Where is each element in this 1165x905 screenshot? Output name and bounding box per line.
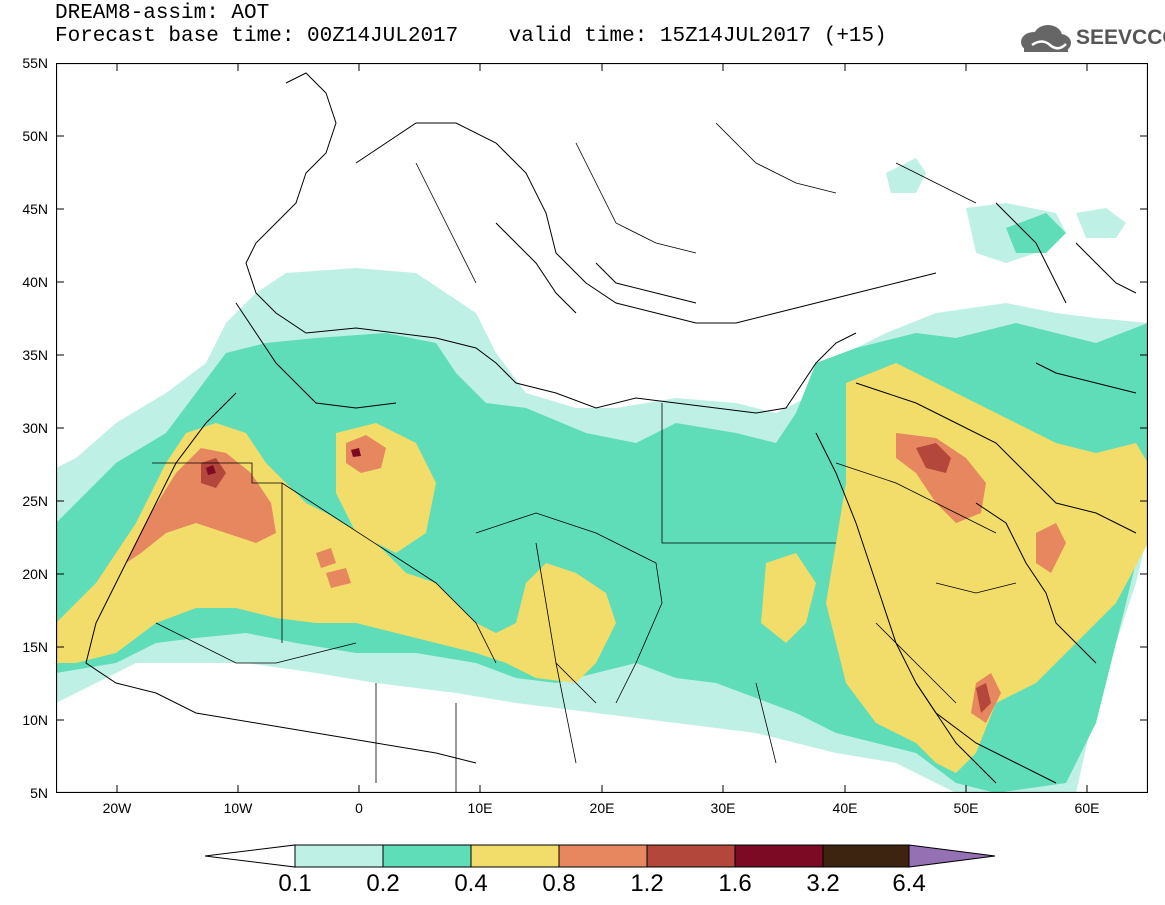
colorbar-label: 6.4 [892,870,926,897]
lat-label: 15N [22,639,48,655]
colorbar-min-arrow [205,844,296,868]
colorbar-label: 0.4 [454,870,488,897]
lon-label: 20E [589,800,615,816]
borders [152,122,1017,793]
colorbar-label: 0.8 [542,870,576,897]
colorbar-segment [646,844,736,868]
aot-field-extreme [201,443,991,713]
lon-label: 10W [223,800,253,816]
seevccc-logo: SEEVCCC [1018,24,1165,54]
lat-label: 35N [22,347,48,363]
coastlines [85,72,1137,784]
colorbar-segment [382,844,472,868]
lon-label: 20W [102,800,132,816]
lon-label: 50E [953,800,979,816]
lon-label: 30E [710,800,736,816]
lat-label: 40N [22,274,48,290]
aot-field-very-high [126,433,1066,723]
logo-text: SEEVCCC [1076,26,1165,49]
tick-marks [56,63,1148,793]
lat-label: 10N [22,712,48,728]
lat-label: 50N [22,128,48,144]
lon-label: 10E [467,800,493,816]
colorbar-segment [294,844,384,868]
map-title: DREAM8-assim: AOT [55,2,270,25]
lat-label: 20N [22,566,48,582]
aot-map [56,63,1148,793]
colorbar [205,844,996,868]
colorbar-label: 0.1 [278,870,312,897]
colorbar-label: 1.2 [630,870,664,897]
lon-label: 60E [1074,800,1100,816]
lat-label: 5N [30,785,48,801]
map-frame [56,63,1148,793]
lat-label: 55N [22,55,48,71]
colorbar-label: 0.2 [366,870,400,897]
lon-label: 40E [832,800,858,816]
lat-label: 25N [22,493,48,509]
colorbar-label: 1.6 [718,870,752,897]
colorbar-segment [822,844,910,868]
forecast-time-line: Forecast base time: 00Z14JUL2017 valid t… [55,25,887,48]
colorbar-segment [734,844,824,868]
lon-label: 0 [355,800,363,816]
colorbar-label: 3.2 [806,870,840,897]
colorbar-segment [558,844,648,868]
lat-label: 45N [22,201,48,217]
colorbar-max-arrow [908,844,996,868]
lat-label: 30N [22,420,48,436]
colorbar-segment [470,844,560,868]
cloud-icon [1021,25,1071,52]
